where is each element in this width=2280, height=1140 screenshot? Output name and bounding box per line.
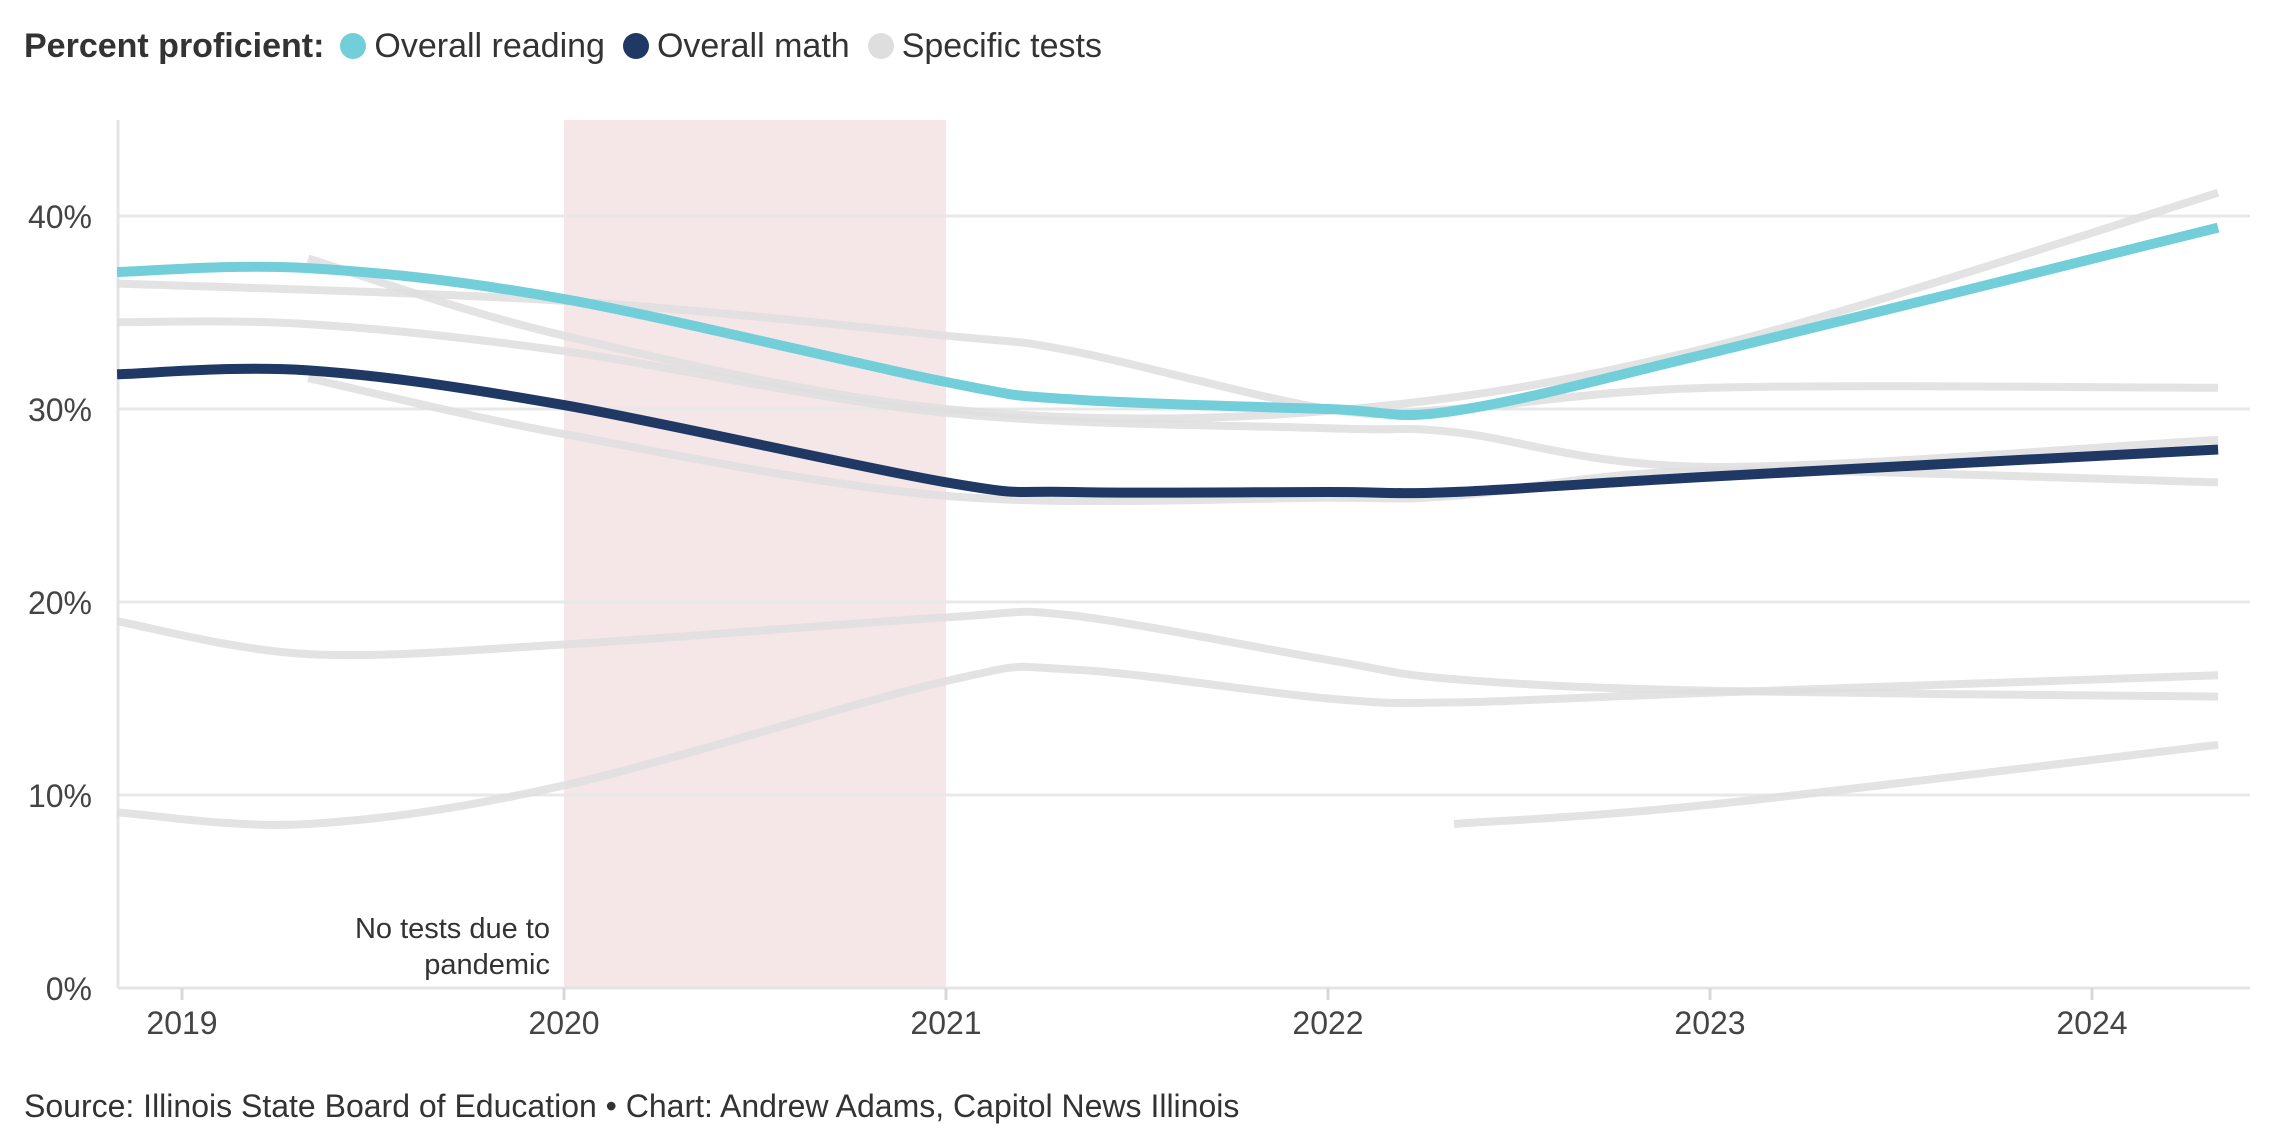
legend: Percent proficient: Overall reading Over… — [24, 22, 1120, 70]
specific-test-line — [1453, 740, 2219, 828]
overall-reading-line — [116, 222, 2220, 421]
legend-item-label: Overall math — [656, 26, 850, 65]
legend-item-reading: Overall reading — [340, 27, 605, 66]
x-tick-label: 2022 — [1292, 1005, 1363, 1041]
math-swatch-icon — [622, 33, 649, 59]
annotation-text: No tests due to — [355, 913, 550, 945]
y-tick-label: 40% — [28, 199, 92, 235]
x-tick-label: 2024 — [2056, 1005, 2127, 1041]
y-tick-label: 30% — [28, 392, 92, 428]
y-tick-label: 20% — [28, 585, 92, 621]
legend-label: Percent proficient: — [24, 26, 325, 65]
specific-test-line — [116, 662, 2219, 829]
legend-item-label: Specific tests — [901, 26, 1102, 65]
legend-item-math: Overall math — [622, 26, 850, 66]
source-note: Source: Illinois State Board of Educatio… — [24, 1088, 1240, 1124]
annotation-text: pandemic — [424, 949, 550, 981]
specific-test-line — [117, 317, 2219, 471]
pandemic-shading — [564, 120, 946, 988]
x-tick-label: 2021 — [910, 1005, 981, 1041]
reading-swatch-icon — [340, 33, 367, 59]
x-tick-label: 2023 — [1674, 1005, 1745, 1041]
y-tick-label: 10% — [28, 778, 92, 814]
x-tick-label: 2019 — [146, 1005, 217, 1041]
x-tick-label: 2020 — [528, 1005, 599, 1041]
legend-item-label: Overall reading — [374, 26, 605, 65]
overall-math-line — [116, 363, 2219, 499]
specific-swatch-icon — [867, 33, 894, 59]
y-tick-label: 0% — [46, 971, 92, 1007]
legend-item-specific: Specific tests — [867, 26, 1102, 66]
specific-test-line — [306, 188, 2220, 423]
